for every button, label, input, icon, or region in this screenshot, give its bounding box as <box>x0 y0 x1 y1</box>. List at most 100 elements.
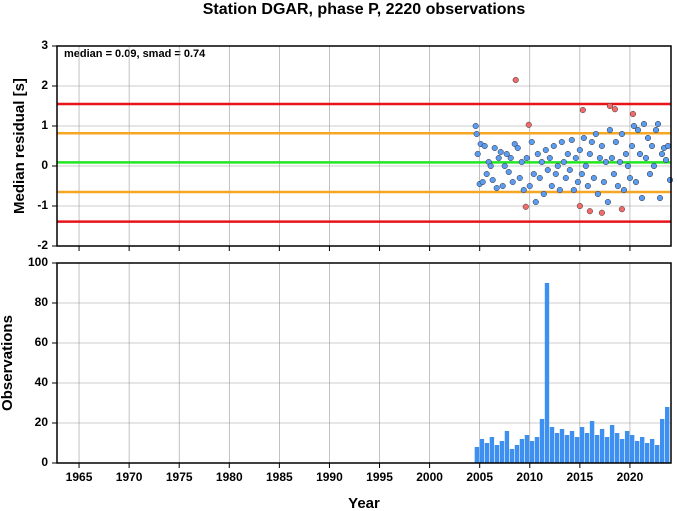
data-point <box>491 144 498 152</box>
histogram-bar <box>604 437 610 463</box>
x-tick-label: 2005 <box>466 470 493 484</box>
histogram-bar <box>619 439 625 463</box>
data-point <box>479 178 486 186</box>
data-point <box>594 190 601 198</box>
data-point <box>538 158 545 166</box>
data-point <box>552 170 559 178</box>
data-point <box>600 178 607 186</box>
data-point <box>558 138 565 146</box>
histogram-bar <box>609 425 615 463</box>
histogram-bar <box>589 421 595 463</box>
data-point <box>525 121 532 128</box>
histogram-bar <box>659 419 665 463</box>
data-point <box>598 142 605 150</box>
data-point <box>473 130 480 138</box>
x-tick-label: 2020 <box>617 470 644 484</box>
x-tick-label: 2015 <box>567 470 594 484</box>
data-point <box>574 178 581 186</box>
histogram-bar <box>569 431 575 463</box>
data-point <box>526 182 533 190</box>
histogram-bar <box>534 437 540 463</box>
data-point <box>518 158 525 166</box>
histogram-bar <box>554 433 560 463</box>
data-point <box>548 182 555 190</box>
data-point <box>501 162 508 170</box>
data-point <box>590 174 597 182</box>
frame <box>56 262 672 464</box>
data-point <box>630 122 637 130</box>
data-point <box>642 154 650 162</box>
y-tick-label: 2 <box>41 78 48 92</box>
data-point <box>493 184 500 192</box>
data-point <box>489 176 496 184</box>
data-point <box>592 130 599 138</box>
frame <box>56 45 672 247</box>
data-point <box>520 186 527 194</box>
histogram-bar <box>624 431 630 463</box>
data-point <box>606 102 613 110</box>
data-point <box>650 162 658 170</box>
data-point <box>652 126 660 134</box>
data-point <box>629 110 636 118</box>
data-point <box>611 106 618 113</box>
data-point <box>566 166 573 174</box>
data-point <box>636 150 643 158</box>
data-point <box>507 154 514 162</box>
data-point <box>596 154 603 162</box>
data-point <box>576 146 583 154</box>
data-point <box>588 138 595 146</box>
data-point <box>579 106 586 114</box>
data-point <box>481 142 488 150</box>
data-point <box>654 120 662 128</box>
data-point <box>666 176 674 184</box>
data-point <box>582 162 589 170</box>
data-point <box>586 150 593 158</box>
histogram-bar <box>474 447 480 463</box>
data-point <box>556 186 563 194</box>
data-point <box>546 154 553 162</box>
data-point <box>550 142 557 150</box>
data-point <box>534 150 541 158</box>
data-point <box>499 182 506 190</box>
data-point <box>658 150 666 158</box>
data-point <box>509 178 516 186</box>
data-point <box>584 182 591 190</box>
x-tick-label: 1975 <box>166 470 193 484</box>
data-point <box>474 150 481 158</box>
data-point <box>568 136 575 144</box>
data-point <box>560 158 567 166</box>
data-point <box>576 202 583 210</box>
data-point <box>562 174 569 182</box>
chart-title: Station DGAR, phase P, 2220 observations <box>203 1 526 18</box>
histogram-bar <box>524 435 530 463</box>
histogram-bar <box>504 431 510 463</box>
data-point <box>610 170 617 178</box>
annotation: median = 0.09, smad = 0.74 <box>64 48 206 60</box>
data-point <box>620 186 627 194</box>
data-point <box>604 198 611 206</box>
histogram-bar <box>559 429 565 463</box>
data-point <box>512 76 519 84</box>
histogram-bar <box>649 439 655 463</box>
data-point <box>523 154 530 162</box>
data-point <box>472 122 479 130</box>
x-tick-label: 1985 <box>266 470 293 484</box>
x-tick-label: 2000 <box>416 470 443 484</box>
data-point <box>572 154 579 162</box>
data-point <box>644 134 652 142</box>
histogram-bar <box>574 437 580 463</box>
data-point <box>540 190 547 198</box>
data-point <box>586 208 593 215</box>
data-point <box>516 174 523 182</box>
data-point <box>570 186 577 194</box>
x-tick-label: 1995 <box>366 470 393 484</box>
histogram-bar <box>519 439 525 463</box>
data-point <box>542 146 549 154</box>
histogram-bar <box>549 427 555 463</box>
histogram-bar <box>544 283 550 463</box>
data-point <box>626 174 633 182</box>
histogram-bar <box>634 441 640 463</box>
y-tick-label: 40 <box>35 375 49 389</box>
histogram-bar <box>539 419 545 463</box>
x-tick-label: 1980 <box>216 470 243 484</box>
